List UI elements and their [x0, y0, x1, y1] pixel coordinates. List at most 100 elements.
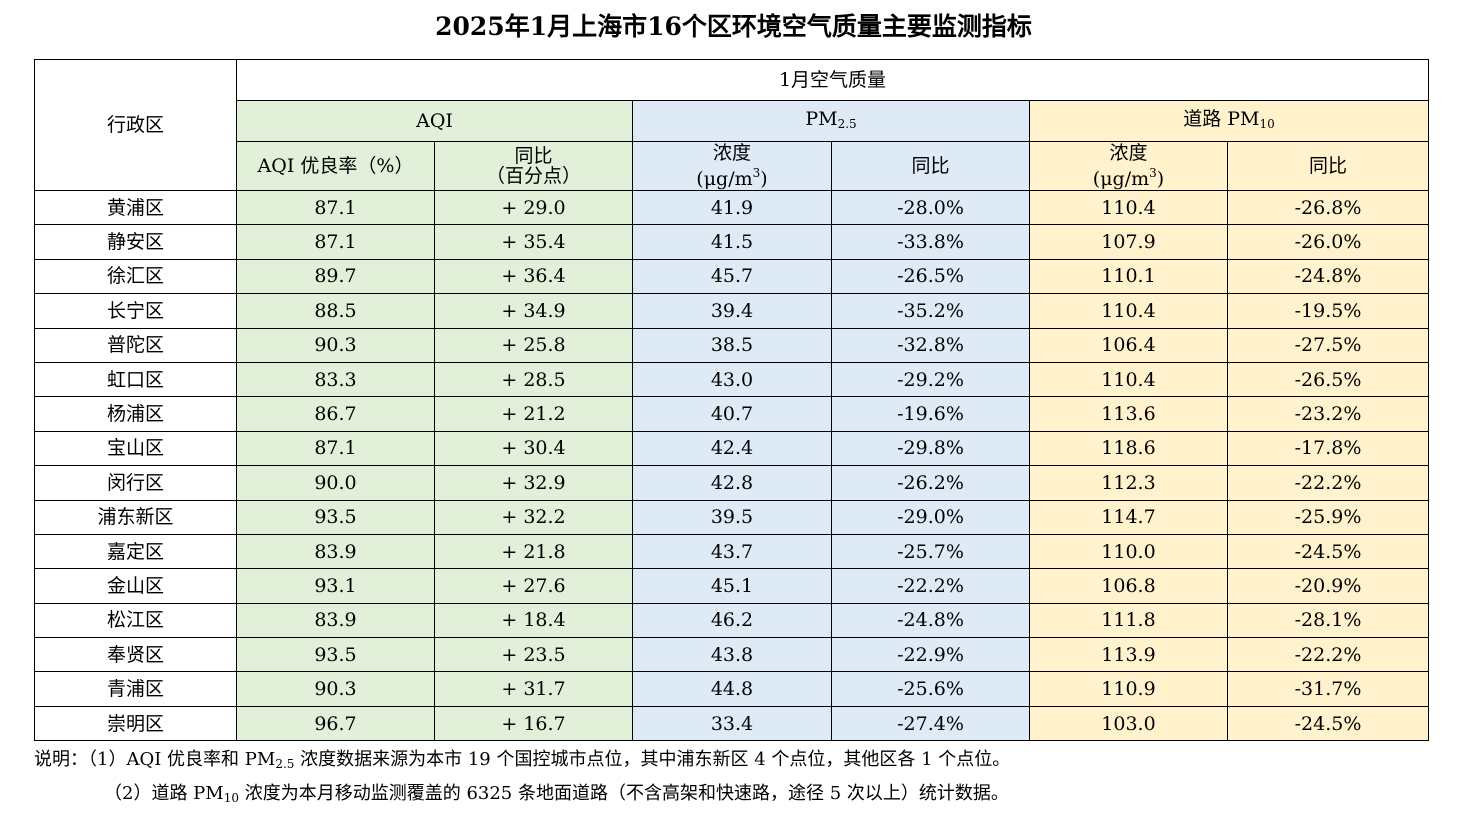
cell-district: 松江区 [34, 602, 237, 639]
cell-pm10-yoy: -31.7% [1227, 671, 1429, 707]
cell-district: 金山区 [34, 568, 237, 604]
cell-pm25: 42.8 [632, 465, 832, 501]
table-row: 浦东新区 93.5 + 32.2 39.5 -29.0% 114.7 -25.9% [34, 499, 1429, 535]
table-row: 徐汇区 89.7 + 36.4 45.7 -26.5% 110.1 -24.8% [34, 258, 1429, 295]
cell-pm25: 45.1 [632, 568, 832, 604]
cell-aqi-yoy: + 35.4 [434, 224, 633, 260]
header-road-pm10-sub: 10 [1259, 116, 1275, 131]
cell-pm10-yoy: -24.5% [1227, 533, 1429, 570]
cell-aqi-rate: 86.7 [236, 396, 435, 432]
cell-pm25-yoy: -25.7% [831, 533, 1030, 570]
note-2: （2）道路 PM10 浓度为本月移动监测覆盖的 6325 条地面道路（不含高架和… [34, 779, 1434, 813]
cell-aqi-rate: 87.1 [236, 189, 435, 226]
cell-pm25: 41.9 [632, 189, 832, 226]
cell-district: 普陀区 [34, 327, 237, 363]
cell-district: 青浦区 [34, 671, 237, 707]
cell-pm10-yoy: -20.9% [1227, 568, 1429, 604]
note-2-a: （2）道路 PM [104, 783, 224, 804]
table-body: 黄浦区 87.1 + 29.0 41.9 -28.0% 110.4 -26.8% 静安区 87… [34, 189, 1429, 742]
cell-pm10: 110.0 [1029, 533, 1228, 570]
cell-aqi-rate: 87.1 [236, 430, 435, 467]
cell-district: 长宁区 [34, 293, 237, 329]
cell-aqi-yoy: + 31.7 [434, 671, 633, 707]
cell-pm25: 43.0 [632, 361, 832, 398]
cell-pm10-yoy: -23.2% [1227, 396, 1429, 432]
note-1: 说明：（1）AQI 优良率和 PM2.5 浓度数据来源为本市 19 个国控城市点… [34, 745, 1434, 779]
cell-aqi-yoy: + 18.4 [434, 602, 633, 639]
cell-pm25-yoy: -29.2% [831, 361, 1030, 398]
cell-aqi-yoy: + 29.0 [434, 189, 633, 226]
cell-pm10: 113.9 [1029, 637, 1228, 673]
cell-aqi-yoy: + 16.7 [434, 705, 633, 742]
cell-pm25-yoy: -35.2% [831, 293, 1030, 329]
header-aqi-yoy-line1: 同比 [514, 145, 553, 167]
cell-pm10: 110.9 [1029, 671, 1228, 707]
table-row: 嘉定区 83.9 + 21.8 43.7 -25.7% 110.0 -24.5% [34, 533, 1429, 570]
cell-pm10: 118.6 [1029, 430, 1228, 467]
cell-pm25: 46.2 [632, 602, 832, 639]
cell-aqi-rate: 88.5 [236, 293, 435, 329]
cell-pm25: 39.4 [632, 293, 832, 329]
header-pm25-yoy: 同比 [831, 141, 1030, 191]
header-road-pm10-base: 道路 PM [1183, 107, 1260, 130]
cell-pm10-yoy: -22.2% [1227, 465, 1429, 501]
cell-district: 奉贤区 [34, 637, 237, 673]
table-row: 静安区 87.1 + 35.4 41.5 -33.8% 107.9 -26.0% [34, 224, 1429, 260]
cell-pm25: 40.7 [632, 396, 832, 432]
cell-pm10: 110.4 [1029, 189, 1228, 226]
cell-pm10-yoy: -25.9% [1227, 499, 1429, 535]
cell-pm10-yoy: -26.5% [1227, 361, 1429, 398]
table-row: 奉贤区 93.5 + 23.5 43.8 -22.9% 113.9 -22.2% [34, 637, 1429, 673]
note-1-sub: 2.5 [275, 757, 295, 771]
cell-pm10: 113.6 [1029, 396, 1228, 432]
header-pm10-conc-unit-sup: 3 [1149, 166, 1157, 180]
header-pm10-conc-unit-a: (μg/m [1092, 168, 1150, 190]
cell-district: 徐汇区 [34, 258, 237, 295]
cell-aqi-yoy: + 36.4 [434, 258, 633, 295]
header-aqi-yoy-line2: （百分点） [485, 165, 581, 187]
cell-pm25: 44.8 [632, 671, 832, 707]
cell-pm10-yoy: -28.1% [1227, 602, 1429, 639]
table-row: 长宁区 88.5 + 34.9 39.4 -35.2% 110.4 -19.5% [34, 293, 1429, 329]
cell-aqi-rate: 83.3 [236, 361, 435, 398]
cell-aqi-yoy: + 32.2 [434, 499, 633, 535]
table-row: 普陀区 90.3 + 25.8 38.5 -32.8% 106.4 -27.5% [34, 327, 1429, 363]
cell-pm10: 106.8 [1029, 568, 1228, 604]
cell-pm25-yoy: -22.9% [831, 637, 1030, 673]
cell-pm10-yoy: -17.8% [1227, 430, 1429, 467]
cell-aqi-rate: 89.7 [236, 258, 435, 295]
cell-pm25-yoy: -26.5% [831, 258, 1030, 295]
table-row: 黄浦区 87.1 + 29.0 41.9 -28.0% 110.4 -26.8% [34, 189, 1429, 226]
cell-pm10: 110.4 [1029, 361, 1228, 398]
cell-pm25-yoy: -29.8% [831, 430, 1030, 467]
cell-pm10-yoy: -22.2% [1227, 637, 1429, 673]
cell-pm25: 33.4 [632, 705, 832, 742]
cell-aqi-yoy: + 28.5 [434, 361, 633, 398]
header-pm25-sub: 2.5 [837, 116, 857, 131]
cell-aqi-yoy: + 21.2 [434, 396, 633, 432]
cell-pm10-yoy: -26.8% [1227, 189, 1429, 226]
cell-pm25: 45.7 [632, 258, 832, 295]
note-1-b: 浓度数据来源为本市 19 个国控城市点位，其中浦东新区 4 个点位，其他区各 1… [294, 749, 1011, 770]
air-quality-table: 行政区 1月空气质量 AQI PM2.5 道路 PM10 AQI 优良率（%） … [34, 59, 1429, 742]
cell-district: 静安区 [34, 224, 237, 260]
cell-aqi-rate: 83.9 [236, 533, 435, 570]
cell-pm10: 111.8 [1029, 602, 1228, 639]
cell-district: 闵行区 [34, 465, 237, 501]
cell-aqi-yoy: + 30.4 [434, 430, 633, 467]
cell-pm25-yoy: -29.0% [831, 499, 1030, 535]
cell-aqi-rate: 93.1 [236, 568, 435, 604]
cell-aqi-rate: 87.1 [236, 224, 435, 260]
cell-aqi-rate: 93.5 [236, 637, 435, 673]
table-row: 虹口区 83.3 + 28.5 43.0 -29.2% 110.4 -26.5% [34, 361, 1429, 398]
cell-district: 浦东新区 [34, 499, 237, 535]
table-row: 金山区 93.1 + 27.6 45.1 -22.2% 106.8 -20.9% [34, 568, 1429, 604]
cell-pm25-yoy: -26.2% [831, 465, 1030, 501]
cell-aqi-yoy: + 27.6 [434, 568, 633, 604]
cell-pm25-yoy: -27.4% [831, 705, 1030, 742]
header-group-monthly: 1月空气质量 [236, 59, 1429, 101]
header-pm25-conc-line1: 浓度 [712, 142, 751, 164]
cell-pm10-yoy: -24.8% [1227, 258, 1429, 295]
note-2-sub: 10 [223, 791, 239, 805]
